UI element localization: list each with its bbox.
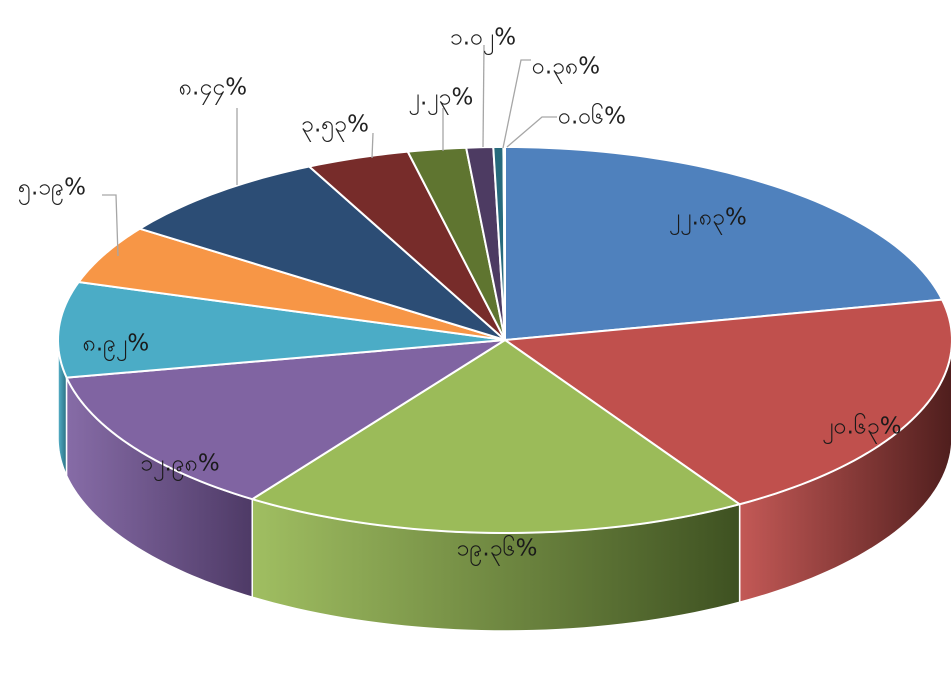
- pie-slice-8: [308, 150, 506, 341]
- leader-line-12: [506, 116, 557, 148]
- data-label-12: ၀.၀၆%: [558, 104, 626, 130]
- leader-line-8: [371, 132, 374, 159]
- leader-line-11: [502, 59, 531, 149]
- pie-tops: [57, 146, 951, 534]
- data-label-7: ၈.၄၄%: [179, 75, 247, 105]
- data-label-10: ၁.၀၂%: [450, 25, 516, 55]
- pie-slice-2: [504, 298, 951, 506]
- data-label-5: ၈.၉၂%: [83, 331, 150, 361]
- pie-slice-6: [77, 227, 506, 341]
- pie-slice-1: [504, 146, 944, 341]
- data-label-4: ၁၂.၉၈%: [140, 451, 219, 481]
- leader-lines: [102, 44, 557, 257]
- data-label-3: ၁၉.၃၆%: [457, 536, 538, 566]
- pie-slice-3: [251, 339, 741, 534]
- pie-slice-5: [57, 281, 506, 379]
- leader-line-10: [482, 44, 485, 148]
- pie-slice-7: [138, 165, 506, 341]
- data-label-1: ၂၂.၈၃%: [669, 205, 747, 235]
- data-label-6: ၅.၁၉%: [18, 175, 86, 205]
- data-label-9: ၂.၂၃%: [409, 85, 474, 115]
- data-label-8: ၃.၅၃%: [301, 112, 369, 142]
- pie-slice-9: [406, 146, 506, 341]
- pie-slice-4: [65, 339, 506, 501]
- leader-line-6: [102, 194, 119, 257]
- data-labels: ၂၂.၈၃% ၂၀.၆၃% ၁၉.၃၆% ၁၂.၉၈% ၈.၉၂% ၅.၁၉% ၈.၄၄% ၃…: [18, 25, 902, 566]
- data-label-2: ၂၀.၆၃%: [822, 414, 901, 444]
- data-label-11: ၀.၃၈%: [532, 54, 600, 84]
